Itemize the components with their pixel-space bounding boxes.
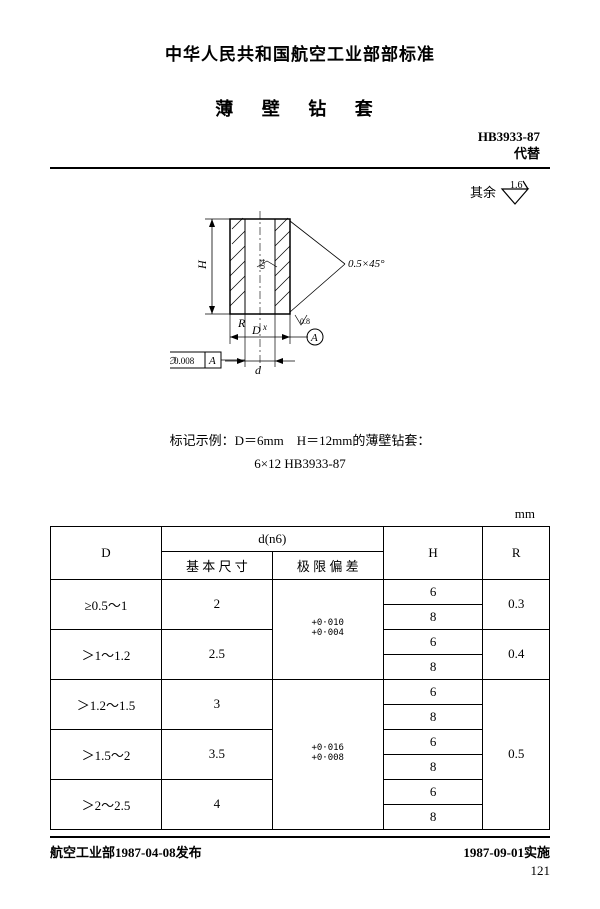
page-number: 121 <box>50 863 550 879</box>
issue-date: 航空工业部1987-04-08发布 <box>50 842 202 861</box>
footer: 航空工业部1987-04-08发布 1987-09-01实施 121 <box>50 836 550 879</box>
col-D: D <box>51 526 162 579</box>
supersede-label: 代替 <box>50 146 540 163</box>
org-title: 中华人民共和国航空工业部部标准 <box>50 40 550 65</box>
tol-cell-2: +0·016+0·008 <box>272 679 383 829</box>
col-R: R <box>483 526 550 579</box>
table-row: ＞1.2～1.5 3 +0·016+0·008 6 0.5 <box>51 679 550 704</box>
roughness-triangle-icon: 1.6 <box>500 179 530 205</box>
doc-title: 薄 壁 钻 套 <box>50 95 550 121</box>
marking-example: 标记示例：D＝6mm H＝12mm的薄壁钻套： 6×12 HB3933-87 <box>50 429 550 476</box>
header-rule <box>50 167 550 169</box>
standard-code: HB3933-87 <box>50 129 540 146</box>
svg-text:0.008: 0.008 <box>174 356 195 366</box>
unit-label: mm <box>50 506 550 522</box>
table-row: ≥0.5～1 2 +0·010+0·004 6 0.3 <box>51 579 550 604</box>
col-tol: 极 限 偏 差 <box>272 551 383 579</box>
roughness-label: 其余 <box>470 182 496 201</box>
col-dn6: d(n6) <box>161 526 383 551</box>
svg-text:R: R <box>237 316 246 330</box>
svg-text:H: H <box>195 259 209 270</box>
svg-text:d: d <box>255 363 262 377</box>
col-H: H <box>383 526 483 579</box>
footer-rule <box>50 836 550 838</box>
roughness-note: 其余 1.6 <box>470 179 530 205</box>
svg-text:A: A <box>310 332 318 344</box>
dimension-table: D d(n6) H R 基 本 尺 寸 极 限 偏 差 ≥0.5～1 2 +0·… <box>50 526 550 830</box>
svg-text:0.5×45°: 0.5×45° <box>348 258 385 270</box>
svg-text:A: A <box>208 355 216 367</box>
figure-area: 其余 1.6 0.5×45° <box>50 179 550 409</box>
col-basic: 基 本 尺 寸 <box>161 551 272 579</box>
effective-date: 1987-09-01实施 <box>463 842 550 861</box>
technical-drawing: 0.5×45° H R D x d A 0.4 0.8 <box>170 209 450 409</box>
caption-line2: 6×12 HB3933-87 <box>50 452 550 475</box>
tol-cell-1: +0·010+0·004 <box>272 579 383 679</box>
svg-text:D: D <box>251 323 261 337</box>
standard-code-block: HB3933-87 代替 <box>50 129 550 163</box>
caption-line1: 标记示例：D＝6mm H＝12mm的薄壁钻套： <box>50 429 550 452</box>
svg-text:x: x <box>262 322 267 332</box>
